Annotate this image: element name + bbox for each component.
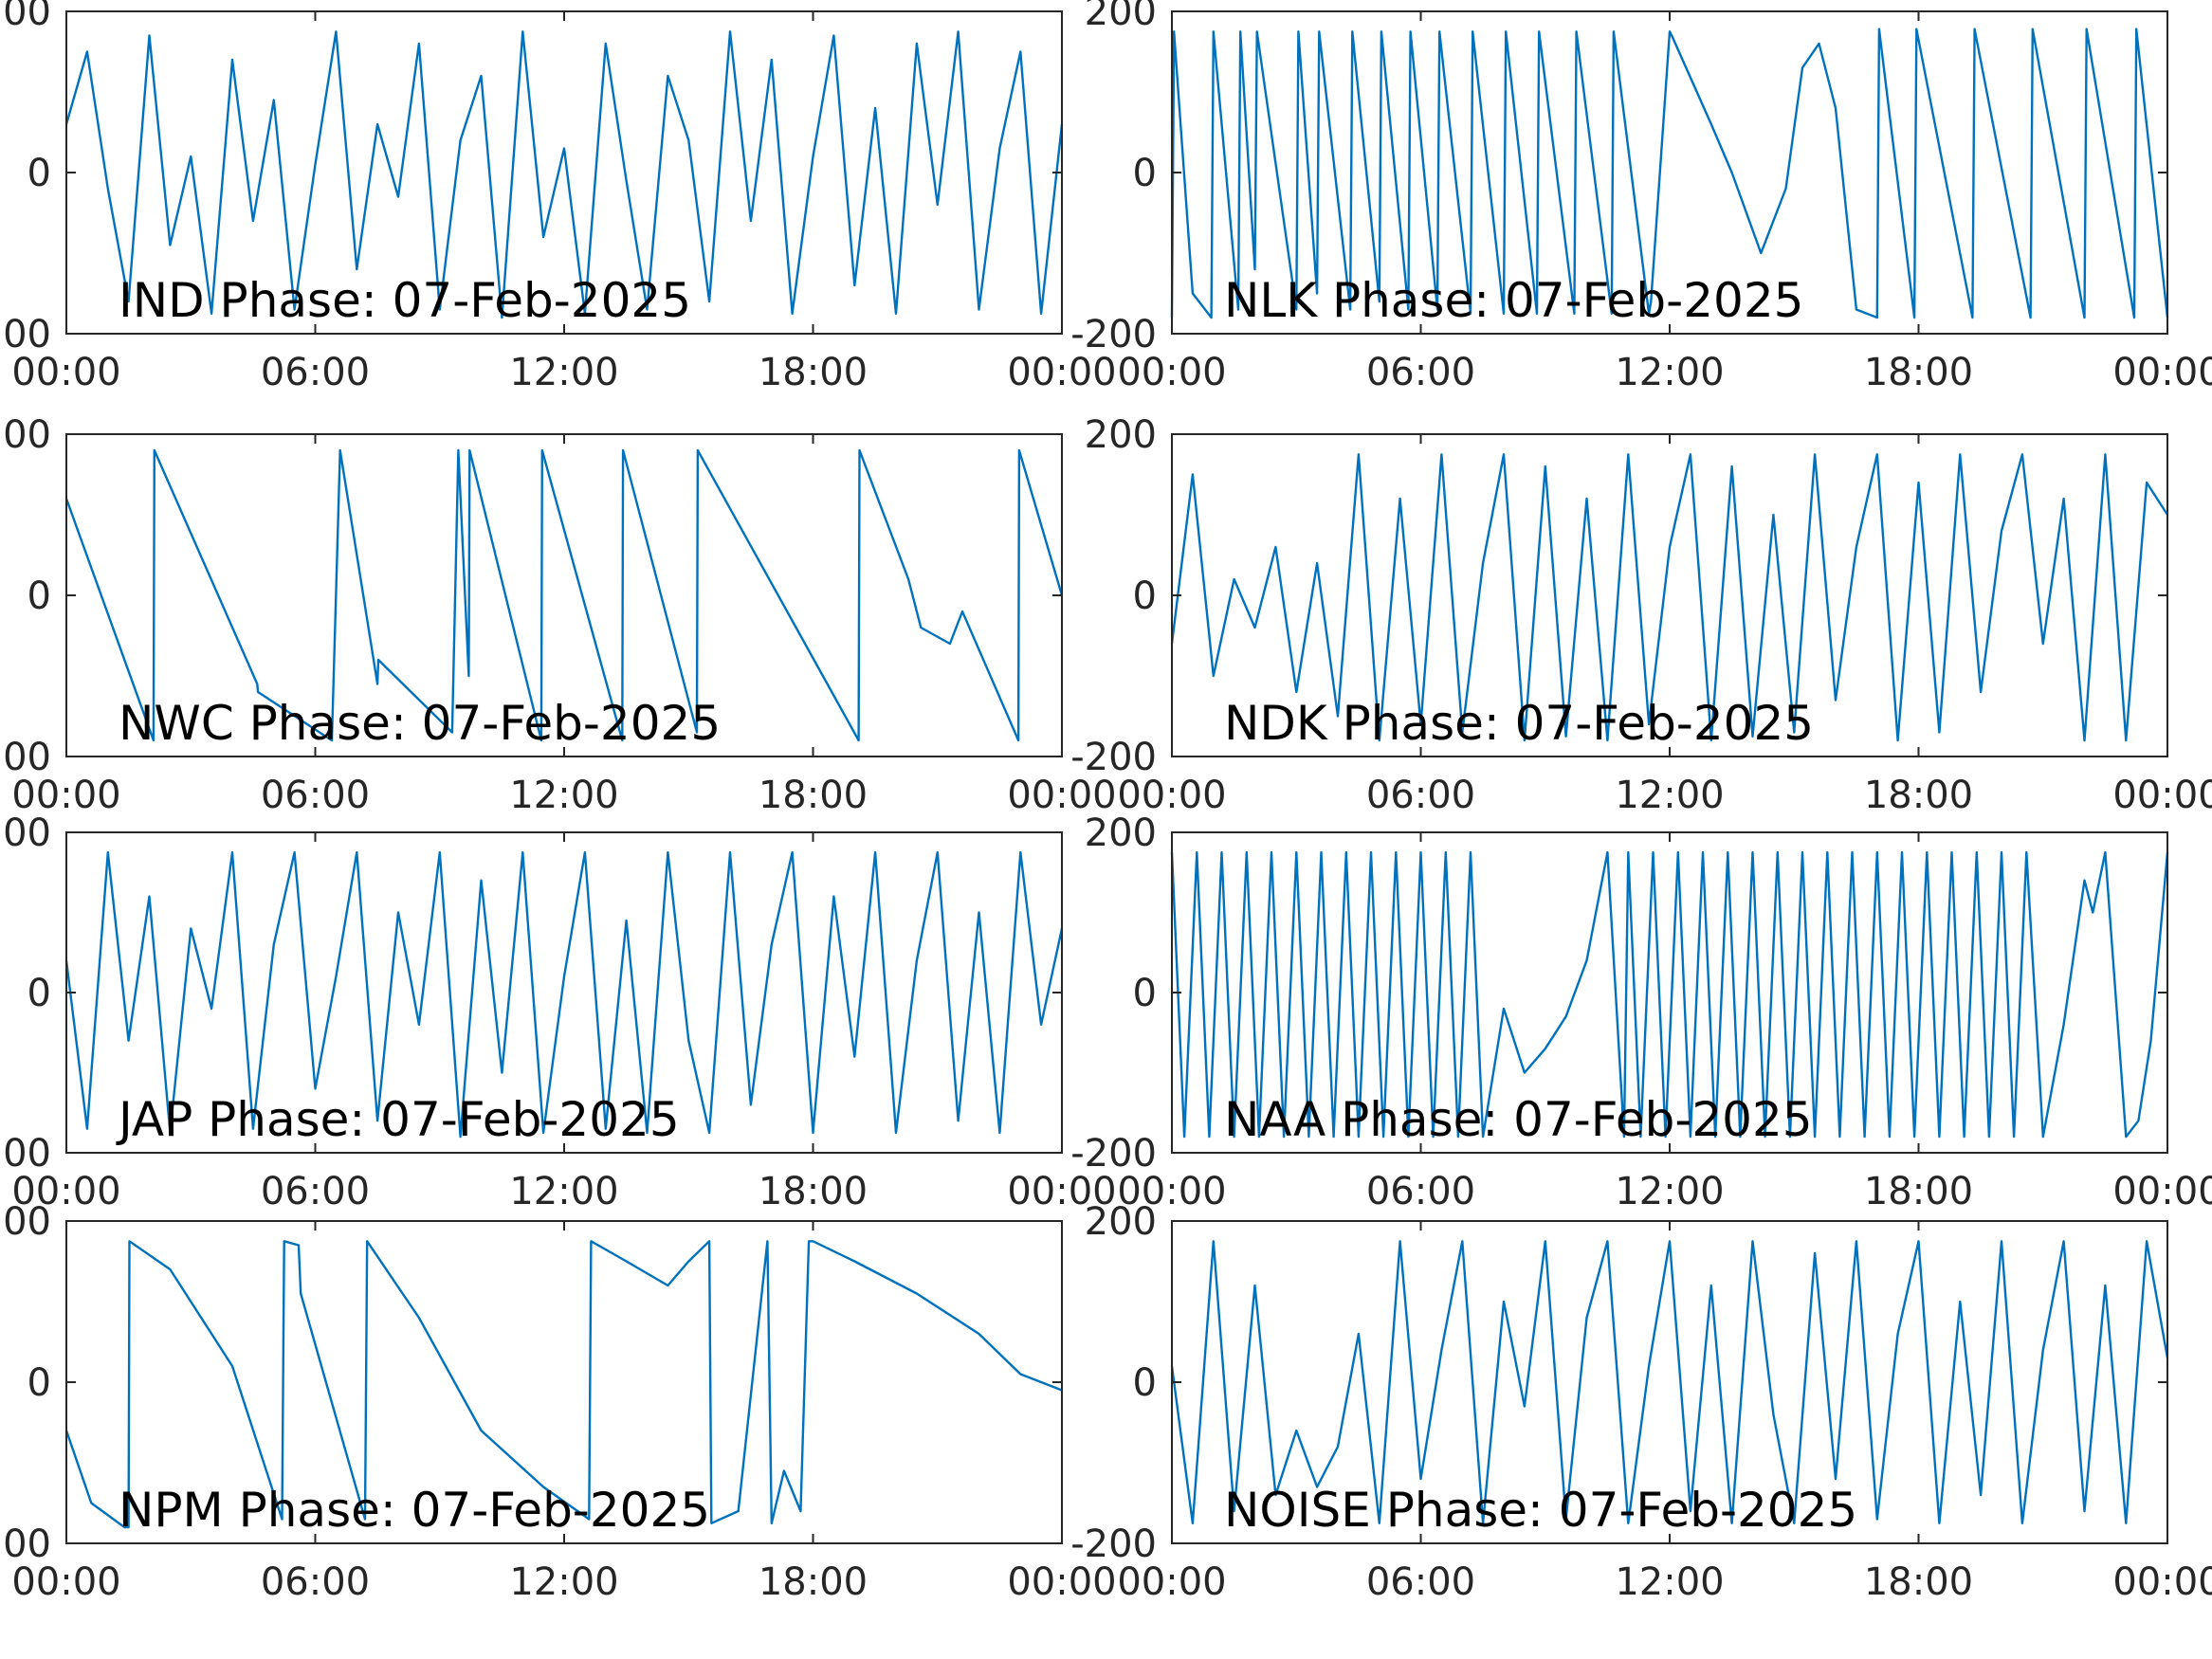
x-tick-label: 06:00 <box>261 774 370 817</box>
x-tick-label: 00:00 <box>11 774 120 817</box>
panel-title: NDK Phase: 07-Feb-2025 <box>1224 696 1814 751</box>
y-tick-label: 200 <box>0 413 51 457</box>
x-tick-label: 06:00 <box>1366 1560 1475 1604</box>
series-line-8-1 <box>1170 1240 2169 1524</box>
y-tick-label: -200 <box>1070 1522 1157 1566</box>
panel-title: NOISE Phase: 07-Feb-2025 <box>1224 1483 1857 1538</box>
x-tick-label: 18:00 <box>759 351 868 394</box>
x-tick-label: 18:00 <box>1864 1560 1973 1604</box>
x-tick-label: 00:00 <box>1117 1170 1226 1213</box>
x-tick-label: 00:00 <box>2112 351 2212 394</box>
x-tick-label: 06:00 <box>261 1170 370 1213</box>
panel-title: NLK Phase: 07-Feb-2025 <box>1224 273 1803 328</box>
y-tick-label: 0 <box>27 152 51 195</box>
y-tick-label: 200 <box>1085 413 1157 457</box>
x-tick-label: 00:00 <box>1007 1170 1116 1213</box>
y-tick-label: -200 <box>0 313 51 356</box>
y-tick-label: 200 <box>0 1200 51 1244</box>
y-tick-label: 200 <box>1085 1200 1157 1244</box>
y-tick-label: -200 <box>0 1132 51 1176</box>
x-tick-label: 12:00 <box>1615 351 1724 394</box>
x-tick-label: 06:00 <box>1366 1170 1475 1213</box>
x-tick-label: 18:00 <box>759 774 868 817</box>
x-tick-label: 12:00 <box>509 1560 618 1604</box>
x-tick-label: 12:00 <box>1615 1560 1724 1604</box>
x-tick-label: 00:00 <box>1007 1560 1116 1604</box>
series-line-1-1 <box>64 30 1064 319</box>
x-tick-label: 00:00 <box>11 1170 120 1213</box>
series-line-6-1 <box>1170 850 2169 1139</box>
x-tick-label: 12:00 <box>509 351 618 394</box>
x-tick-label: 00:00 <box>1007 351 1116 394</box>
panel-title: JAP Phase: 07-Feb-2025 <box>116 1092 680 1147</box>
x-tick-label: 00:00 <box>2112 1170 2212 1213</box>
x-tick-label: 00:00 <box>1117 774 1226 817</box>
y-tick-label: 200 <box>1085 811 1157 855</box>
x-tick-label: 06:00 <box>1366 351 1475 394</box>
y-tick-label: 0 <box>27 1361 51 1405</box>
x-tick-label: 00:00 <box>1117 1560 1226 1604</box>
x-tick-label: 06:00 <box>261 351 370 394</box>
y-tick-label: 200 <box>0 811 51 855</box>
series-line-5-1 <box>64 850 1064 1139</box>
x-tick-label: 06:00 <box>1366 774 1475 817</box>
y-tick-label: -200 <box>0 736 51 779</box>
series-line-3-1 <box>64 448 1064 742</box>
panel-title: NAA Phase: 07-Feb-2025 <box>1224 1092 1813 1147</box>
x-tick-label: 18:00 <box>759 1170 868 1213</box>
y-tick-label: 200 <box>1085 0 1157 34</box>
x-tick-label: 00:00 <box>11 351 120 394</box>
x-tick-label: 12:00 <box>1615 1170 1724 1213</box>
x-tick-label: 06:00 <box>261 1560 370 1604</box>
y-tick-label: 0 <box>1133 152 1157 195</box>
y-tick-label: 0 <box>27 574 51 618</box>
y-tick-label: -200 <box>1070 313 1157 356</box>
x-tick-label: 00:00 <box>2112 774 2212 817</box>
x-tick-label: 12:00 <box>1615 774 1724 817</box>
y-tick-label: 0 <box>1133 1361 1157 1405</box>
y-tick-label: -200 <box>0 1522 51 1566</box>
series-line-4-1 <box>1170 453 2169 742</box>
y-tick-label: 0 <box>1133 574 1157 618</box>
x-tick-label: 00:00 <box>2112 1560 2212 1604</box>
x-tick-label: 00:00 <box>11 1560 120 1604</box>
y-tick-label: 200 <box>0 0 51 34</box>
x-tick-label: 18:00 <box>759 1560 868 1604</box>
x-tick-label: 18:00 <box>1864 774 1973 817</box>
x-tick-label: 00:00 <box>1007 774 1116 817</box>
panel-title: IND Phase: 07-Feb-2025 <box>119 273 691 328</box>
y-tick-label: -200 <box>1070 736 1157 779</box>
series-line-7-1 <box>64 1240 1063 1529</box>
y-tick-label: -200 <box>1070 1132 1157 1176</box>
y-tick-label: 0 <box>27 972 51 1015</box>
x-tick-label: 12:00 <box>509 1170 618 1213</box>
panel-title: NPM Phase: 07-Feb-2025 <box>119 1483 710 1538</box>
series-line-2-1 <box>1170 27 2169 319</box>
x-tick-label: 18:00 <box>1864 1170 1973 1213</box>
x-tick-label: 18:00 <box>1864 351 1973 394</box>
panel-title: NWC Phase: 07-Feb-2025 <box>119 696 721 751</box>
y-tick-label: 0 <box>1133 972 1157 1015</box>
x-tick-label: 00:00 <box>1117 351 1226 394</box>
x-tick-label: 12:00 <box>509 774 618 817</box>
